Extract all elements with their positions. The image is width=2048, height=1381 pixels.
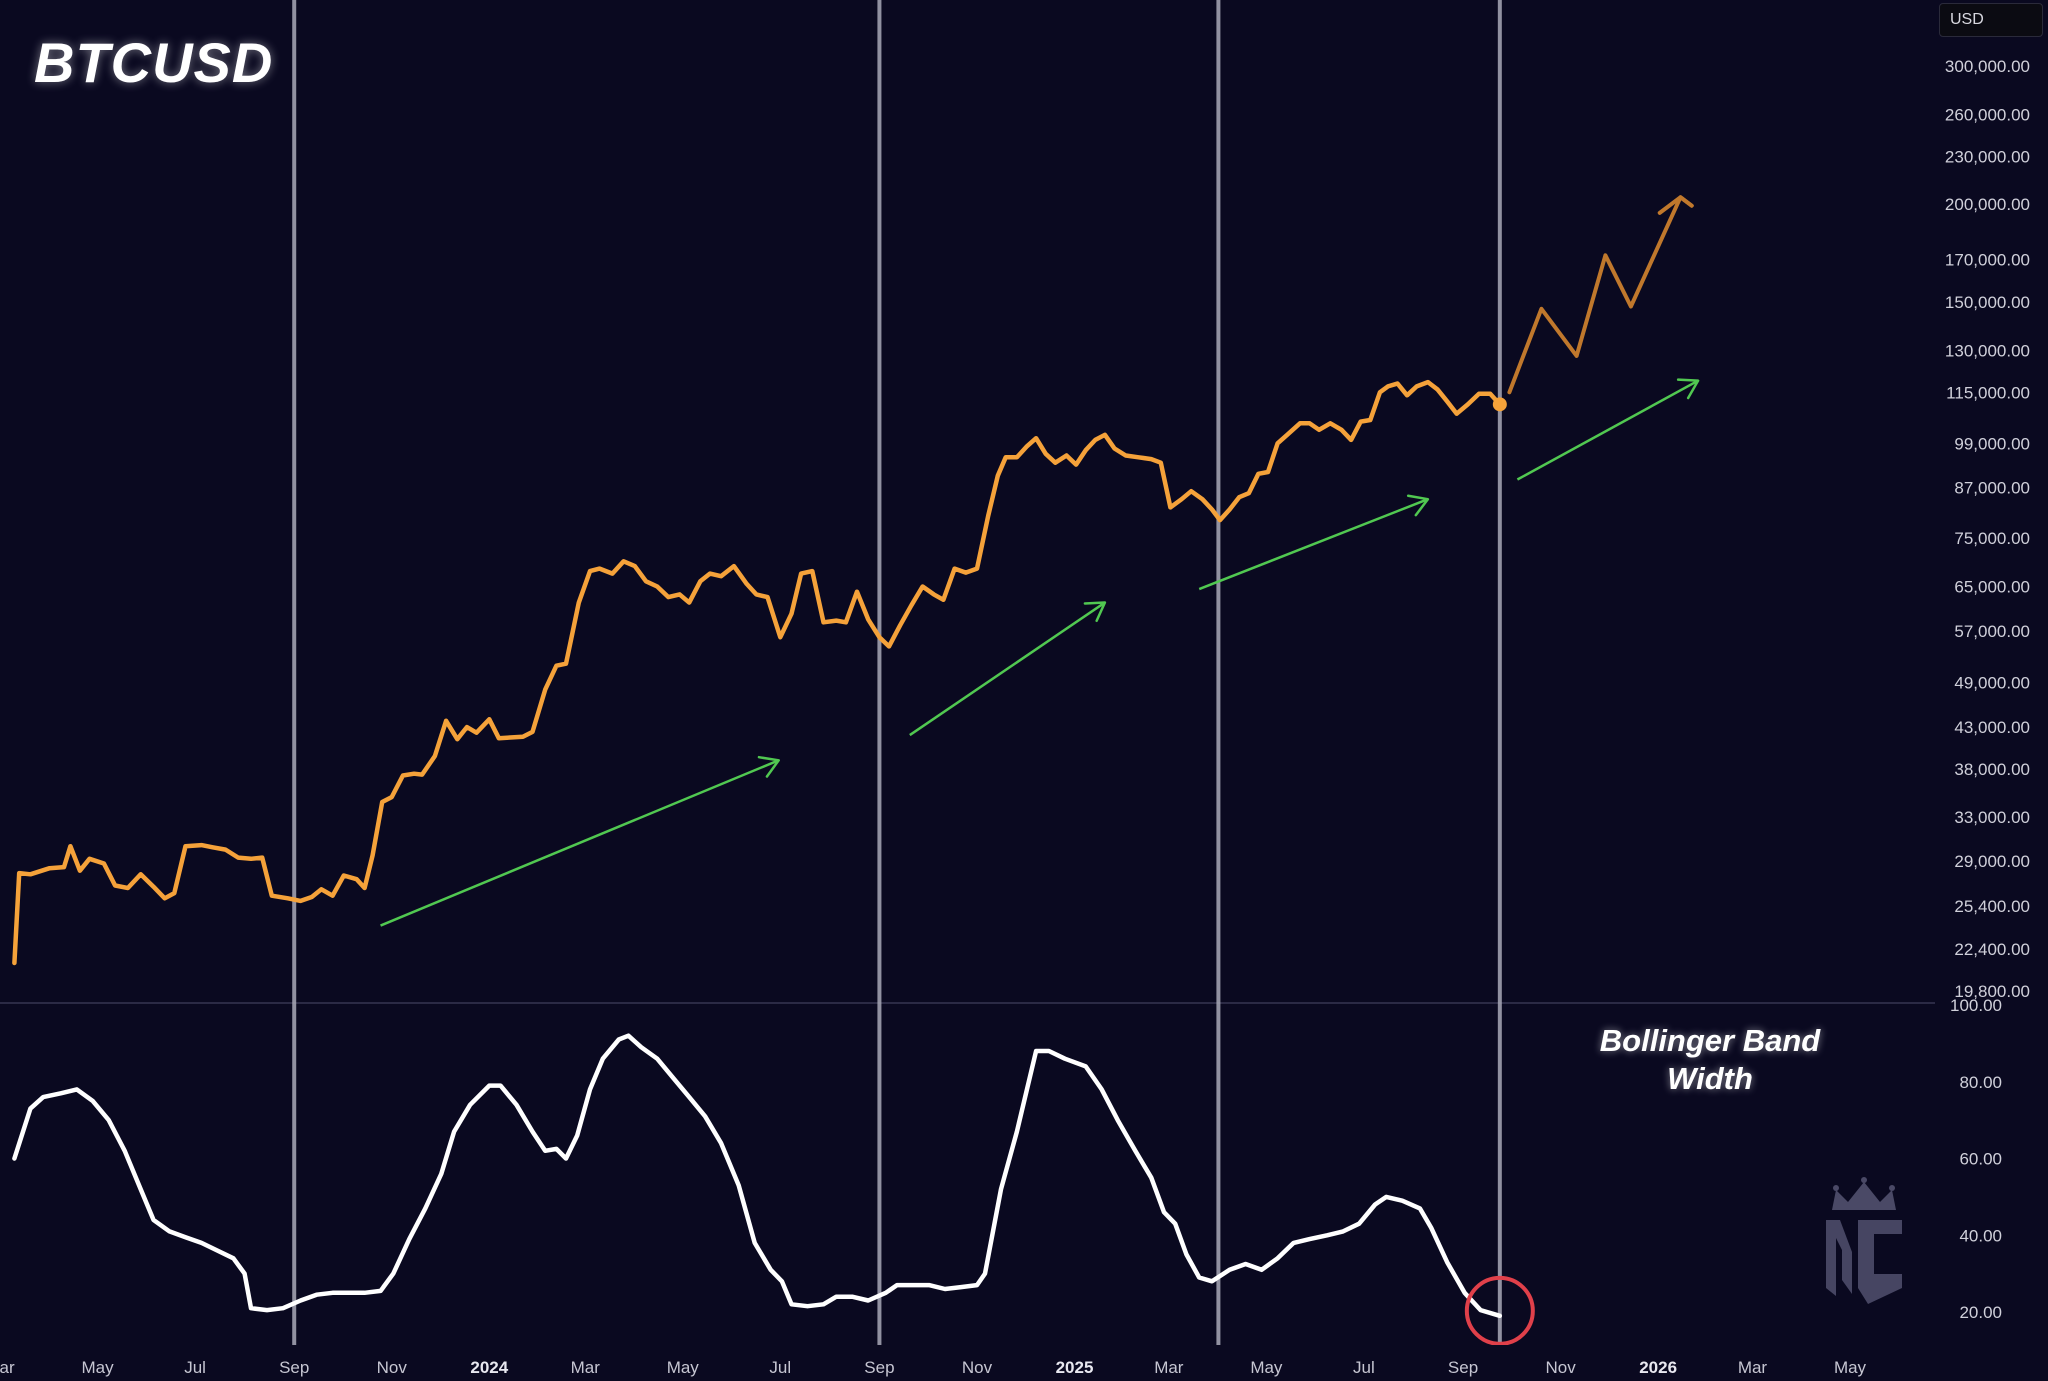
time-axis-tick: Sep xyxy=(1448,1358,1478,1377)
time-axis-tick: 2026 xyxy=(1639,1358,1677,1377)
time-axis-tick: Nov xyxy=(377,1358,408,1377)
time-axis-tick: May xyxy=(81,1358,114,1377)
time-axis-tick: Jul xyxy=(769,1358,791,1377)
bbw-axis-tick: 100.00 xyxy=(1950,996,2002,1015)
time-axis-tick: Mar xyxy=(1154,1358,1184,1377)
mc-logo xyxy=(1818,1176,1910,1316)
time-axis-tick: May xyxy=(1834,1358,1867,1377)
price-axis-tick: 150,000.00 xyxy=(1945,293,2030,312)
price-axis-tick: 49,000.00 xyxy=(1954,674,2030,693)
time-axis-tick: May xyxy=(667,1358,700,1377)
bbw-title-line-1: Bollinger Band xyxy=(1560,1022,1860,1060)
price-axis-tick: 65,000.00 xyxy=(1954,577,2030,596)
chart-title: BTCUSD xyxy=(34,30,273,95)
price-axis-tick: 300,000.00 xyxy=(1945,57,2030,76)
price-axis-tick: 75,000.00 xyxy=(1954,529,2030,548)
price-axis-tick: 57,000.00 xyxy=(1954,622,2030,641)
bbw-axis-tick: 80.00 xyxy=(1959,1073,2002,1092)
price-axis-tick: 33,000.00 xyxy=(1954,808,2030,827)
time-axis-tick: Mar xyxy=(0,1358,15,1377)
price-axis-tick: 230,000.00 xyxy=(1945,147,2030,166)
mc-monogram xyxy=(1826,1220,1902,1304)
currency-selector[interactable]: USD xyxy=(1939,3,2043,37)
price-axis-tick: 200,000.00 xyxy=(1945,195,2030,214)
current-price-marker xyxy=(1493,397,1507,411)
bbw-pane-title: Bollinger Band Width xyxy=(1560,1022,1860,1098)
time-axis-tick: Nov xyxy=(1545,1358,1576,1377)
time-axis-tick: Nov xyxy=(962,1358,993,1377)
time-axis-tick: Sep xyxy=(279,1358,309,1377)
time-axis-tick: 2025 xyxy=(1056,1358,1094,1377)
time-axis-tick: 2024 xyxy=(470,1358,508,1377)
bbw-axis-tick: 20.00 xyxy=(1959,1303,2002,1322)
price-axis-tick: 29,000.00 xyxy=(1954,852,2030,871)
price-axis-tick: 43,000.00 xyxy=(1954,718,2030,737)
bbw-axis-tick: 60.00 xyxy=(1959,1150,2002,1169)
bbw-title-line-2: Width xyxy=(1560,1060,1860,1098)
crown-icon xyxy=(1832,1177,1896,1210)
price-axis-tick: 115,000.00 xyxy=(1946,383,2030,402)
price-axis-tick: 170,000.00 xyxy=(1945,250,2030,269)
price-axis-tick: 99,000.00 xyxy=(1954,434,2030,453)
bbw-axis-tick: 40.00 xyxy=(1959,1226,2002,1245)
time-axis-tick: Jul xyxy=(1353,1358,1375,1377)
price-axis-tick: 38,000.00 xyxy=(1954,760,2030,779)
time-axis-tick: Jul xyxy=(184,1358,206,1377)
time-axis-tick: May xyxy=(1250,1358,1283,1377)
price-axis-tick: 130,000.00 xyxy=(1945,342,2030,361)
price-axis-tick: 22,400.00 xyxy=(1954,940,2030,959)
price-axis-tick: 87,000.00 xyxy=(1954,478,2030,497)
price-axis-tick: 25,400.00 xyxy=(1954,897,2030,916)
time-axis-tick: Mar xyxy=(571,1358,601,1377)
price-axis-tick: 260,000.00 xyxy=(1945,106,2030,125)
time-axis-tick: Mar xyxy=(1738,1358,1768,1377)
time-axis-tick: Sep xyxy=(864,1358,894,1377)
